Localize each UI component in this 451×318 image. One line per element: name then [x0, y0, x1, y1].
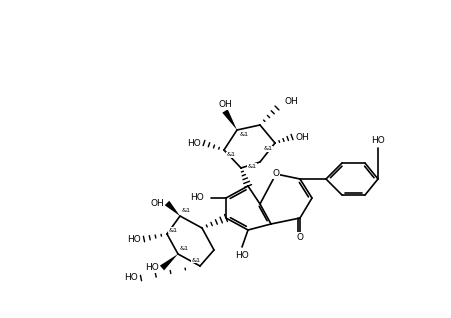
Text: HO: HO: [371, 136, 385, 145]
Text: HO: HO: [127, 234, 141, 244]
Polygon shape: [165, 201, 180, 216]
Text: &1: &1: [248, 163, 257, 169]
Text: OH: OH: [150, 198, 164, 208]
Text: &1: &1: [168, 227, 178, 232]
Text: OH: OH: [218, 100, 232, 109]
Text: &1: &1: [179, 246, 189, 252]
Text: HO: HO: [187, 139, 201, 148]
Text: O: O: [272, 169, 280, 178]
Text: O: O: [296, 232, 304, 241]
Text: OH: OH: [295, 133, 309, 142]
Text: &1: &1: [239, 133, 249, 137]
Text: HO: HO: [235, 252, 249, 260]
Text: OH: OH: [284, 97, 298, 106]
Text: &1: &1: [181, 209, 191, 213]
Polygon shape: [222, 109, 237, 130]
Text: &1: &1: [263, 147, 272, 151]
Text: &1: &1: [226, 153, 235, 157]
Text: &1: &1: [191, 258, 201, 262]
Text: HO: HO: [190, 193, 204, 203]
Text: HO: HO: [145, 264, 159, 273]
Polygon shape: [160, 254, 178, 270]
Text: HO: HO: [124, 273, 138, 282]
